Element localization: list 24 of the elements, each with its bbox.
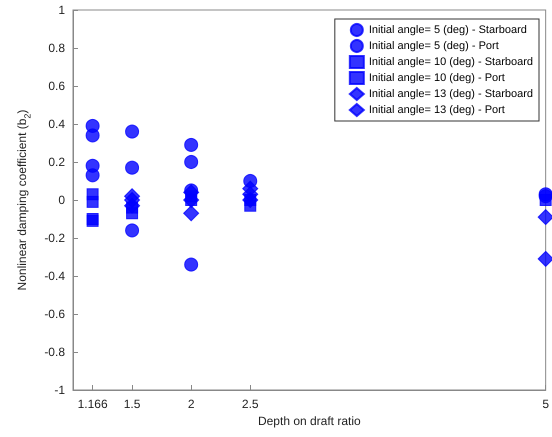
y-tick-label: -1 bbox=[54, 383, 66, 397]
y-tick-label: -0.2 bbox=[44, 231, 66, 245]
x-tick-label: 1.5 bbox=[124, 397, 141, 411]
x-axis-title: Depth on draft ratio bbox=[258, 414, 362, 428]
legend-label: Initial angle= 10 (deg) - Starboard bbox=[368, 56, 534, 68]
legend-label: Initial angle= 5 (deg) - Port bbox=[368, 40, 499, 52]
y-tick-label: 0.2 bbox=[48, 155, 66, 169]
y-tick-label: -0.4 bbox=[44, 269, 66, 283]
x-tick-label: 2 bbox=[188, 397, 195, 411]
y-tick-label: 0.8 bbox=[48, 41, 66, 55]
x-tick-label: 5 bbox=[542, 397, 550, 411]
y-tick-label: 1 bbox=[58, 3, 66, 17]
y-tick-label: 0 bbox=[58, 193, 66, 207]
y-tick-label: -0.6 bbox=[44, 307, 66, 321]
y-tick-label: -0.8 bbox=[44, 345, 66, 359]
y-tick-label: 0.4 bbox=[48, 117, 66, 131]
legend-label: Initial angle= 13 (deg) - Port bbox=[368, 104, 505, 116]
legend-label: Initial angle= 10 (deg) - Port bbox=[368, 72, 505, 84]
legend-label: Initial angle= 5 (deg) - Starboard bbox=[368, 24, 527, 36]
x-tick-label: 1.166 bbox=[78, 397, 108, 411]
y-tick-label: 0.6 bbox=[48, 79, 66, 93]
x-tick-label: 2.5 bbox=[242, 397, 259, 411]
y-axis-title: Nonlinear damping coefficient (b2) bbox=[15, 110, 32, 290]
legend-label: Initial angle= 13 (deg) - Starboard bbox=[368, 88, 534, 100]
